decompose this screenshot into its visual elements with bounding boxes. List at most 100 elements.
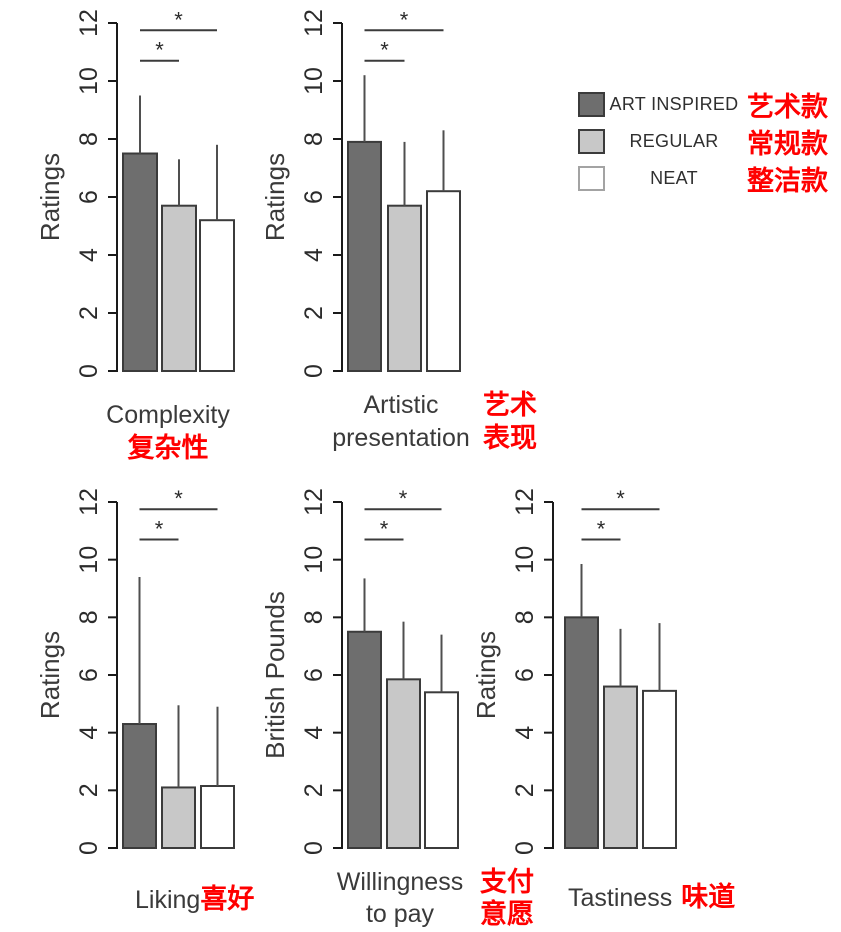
significance-star: * [380, 516, 389, 541]
bar-art-inspired [347, 140, 382, 372]
significance-star: * [380, 38, 389, 63]
legend-swatch-neat [578, 166, 605, 191]
xlabel-line: Artistic [363, 391, 439, 419]
chart-complexity: 0 2 4 6 8 10 12 Ratings * * [35, 7, 235, 378]
xlabel-artistic-presentation-en: Artistic presentation [322, 389, 480, 455]
xlabel-line-zh: 表现 [483, 423, 537, 453]
bar-neat [200, 785, 235, 850]
y-tick-label: 8 [75, 132, 103, 146]
y-tick-label: 12 [300, 9, 328, 37]
y-tick-label: 12 [511, 488, 539, 516]
xlabel-complexity: Complexity 复杂性 [68, 400, 268, 463]
y-tick-label: 6 [75, 668, 103, 682]
bar-regular [387, 204, 422, 372]
y-tick-label: 8 [511, 610, 539, 624]
xlabel-willingness-zh: 支付 意愿 [480, 866, 534, 930]
legend-item-neat: NEAT 整洁款 [578, 160, 828, 197]
y-axis-title: Ratings [35, 631, 65, 719]
legend-label-art-inspired: ART INSPIRED [609, 94, 739, 114]
bar-regular [161, 786, 196, 850]
y-tick-label: 4 [511, 726, 539, 740]
legend: ART INSPIRED 艺术款 REGULAR 常规款 NEAT 整洁款 [578, 86, 828, 197]
chart-tastiness: 0 2 4 6 8 10 12 Ratings * * [471, 486, 677, 855]
xlabel-artistic-presentation: Artistic presentation 艺术 表现 [322, 389, 537, 455]
y-tick-label: 10 [511, 546, 539, 574]
y-tick-label: 6 [75, 190, 103, 204]
y-tick-label: 0 [300, 364, 328, 378]
y-tick-label: 10 [75, 67, 103, 95]
xlabel-line-zh: 意愿 [480, 899, 534, 929]
y-axis-title: Ratings [260, 153, 290, 241]
y-tick-label: 2 [300, 783, 328, 797]
y-tick-label: 2 [75, 783, 103, 797]
legend-label-zh-regular: 常规款 [747, 129, 828, 159]
y-tick-label: 4 [75, 248, 103, 262]
bar-neat [426, 190, 461, 372]
legend-label-neat: NEAT [650, 168, 698, 188]
legend-item-regular: REGULAR 常规款 [578, 123, 828, 160]
y-tick-label: 2 [300, 306, 328, 320]
xlabel-line: Willingness [336, 868, 464, 896]
legend-item-art-inspired: ART INSPIRED 艺术款 [578, 86, 828, 123]
bar-neat [424, 691, 459, 849]
xlabel-tastiness: Tastiness 味道 [568, 882, 735, 913]
significance-star: * [400, 7, 409, 32]
y-tick-label: 0 [75, 841, 103, 855]
xlabel-tastiness-zh: 味道 [681, 882, 736, 912]
y-tick-label: 8 [300, 610, 328, 624]
y-axis-title: Ratings [471, 631, 501, 719]
y-tick-label: 6 [300, 190, 328, 204]
y-tick-label: 12 [75, 488, 103, 516]
significance-star: * [155, 38, 164, 63]
xlabel-complexity-en: Complexity [106, 401, 230, 429]
bar-neat [642, 689, 677, 849]
bar-art-inspired [564, 616, 599, 849]
xlabel-line-zh: 艺术 [483, 390, 537, 420]
chart-liking: 0 2 4 6 8 10 12 Ratings * * [35, 486, 235, 855]
significance-star: * [399, 486, 408, 511]
y-tick-label: 0 [300, 841, 328, 855]
significance-star: * [616, 486, 625, 511]
y-axis-title: Ratings [35, 153, 65, 241]
y-tick-label: 2 [75, 306, 103, 320]
y-tick-label: 8 [300, 132, 328, 146]
bar-neat [199, 219, 235, 372]
significance-star: * [155, 516, 164, 541]
y-tick-label: 12 [300, 488, 328, 516]
legend-swatch-art-inspired [578, 92, 605, 117]
y-tick-label: 0 [511, 841, 539, 855]
y-tick-label: 12 [75, 9, 103, 37]
y-tick-label: 6 [511, 668, 539, 682]
y-tick-label: 4 [75, 726, 103, 740]
bar-regular [161, 204, 197, 372]
bar-art-inspired [122, 152, 158, 372]
y-tick-label: 0 [75, 364, 103, 378]
legend-label-regular: REGULAR [629, 131, 719, 151]
y-tick-label: 10 [300, 67, 328, 95]
legend-label-zh-art-inspired: 艺术款 [747, 92, 828, 122]
y-tick-label: 6 [300, 668, 328, 682]
significance-star: * [174, 7, 183, 32]
y-tick-label: 10 [75, 546, 103, 574]
xlabel-line: to pay [365, 900, 435, 928]
bar-regular [386, 678, 421, 850]
chart-willingness-to-pay: 0 2 4 6 8 10 12 British Pounds * * [260, 486, 459, 855]
y-tick-label: 4 [300, 248, 328, 262]
xlabel-willingness-en: Willingness to pay [320, 866, 480, 930]
xlabel-tastiness-en: Tastiness [568, 884, 673, 912]
xlabel-liking: Liking 喜好 [135, 884, 254, 915]
y-tick-label: 2 [511, 783, 539, 797]
xlabel-artistic-presentation-zh: 艺术 表现 [483, 389, 537, 455]
y-tick-label: 8 [75, 610, 103, 624]
chart-artistic-presentation: 0 2 4 6 8 10 12 Ratings * * [260, 7, 461, 378]
significance-star: * [597, 516, 606, 541]
xlabel-line-zh: 支付 [480, 867, 534, 897]
significance-star: * [174, 486, 183, 511]
y-tick-label: 4 [300, 726, 328, 740]
xlabel-line: presentation [332, 424, 470, 452]
y-axis-title: British Pounds [260, 591, 290, 759]
xlabel-willingness-to-pay: Willingness to pay 支付 意愿 [320, 866, 534, 930]
bar-art-inspired [347, 630, 382, 849]
